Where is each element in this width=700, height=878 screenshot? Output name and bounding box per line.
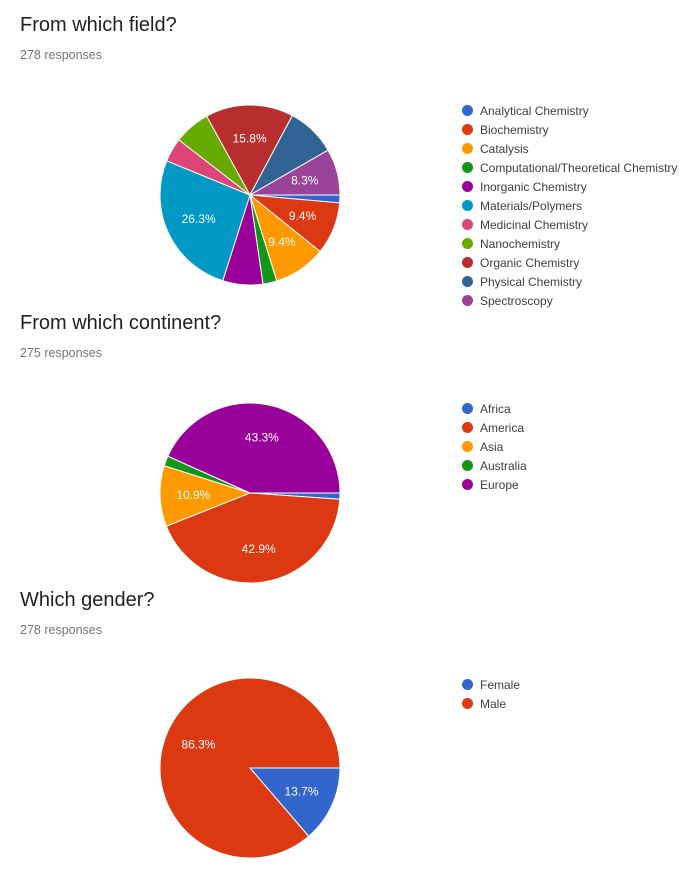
legend-label: Materials/Polymers <box>480 198 583 213</box>
slice-data-label: 10.9% <box>176 488 210 502</box>
slice-data-label: 26.3% <box>182 212 216 226</box>
pie-slice-spectroscopy <box>248 149 341 196</box>
slice-data-label: 9.4% <box>268 235 296 249</box>
legend-label: Analytical Chemistry <box>480 103 589 118</box>
legend-item-computational-theoretical-chemistry: Computational/Theoretical Chemistry <box>462 158 677 177</box>
legend-item-male: Male <box>462 694 520 713</box>
legend-swatch-icon <box>462 238 473 249</box>
chart-title: From which field? <box>20 14 177 36</box>
legend-item-america: America <box>462 418 527 437</box>
slice-data-label: 43.3% <box>245 431 279 445</box>
legend-label: Biochemistry <box>480 122 549 137</box>
pie-slice-female <box>248 767 341 837</box>
legend-swatch-icon <box>462 441 473 452</box>
slice-data-label: 9.4% <box>289 209 317 223</box>
legend-item-medicinal-chemistry: Medicinal Chemistry <box>462 215 677 234</box>
legend-swatch-icon <box>462 276 473 287</box>
legend-item-female: Female <box>462 675 520 694</box>
slice-data-label: 13.7% <box>285 785 319 799</box>
pie-slice-materials-polymers <box>159 160 251 282</box>
legend-item-inorganic-chemistry: Inorganic Chemistry <box>462 177 677 196</box>
pie-chart: 13.7% 86.3% <box>159 677 341 859</box>
legend-label: Africa <box>480 401 511 416</box>
legend: Analytical Chemistry Biochemistry Catalysi… <box>462 101 677 310</box>
legend-label: Female <box>480 677 521 692</box>
slice-data-label: 86.3% <box>181 737 215 751</box>
legend-swatch-icon <box>462 698 473 709</box>
legend-label: Male <box>480 696 507 711</box>
legend-swatch-icon <box>462 219 473 230</box>
chart-title: Which gender? <box>20 589 155 611</box>
pie-slice-organic-chemistry <box>205 104 294 197</box>
chart-title: From which continent? <box>20 312 222 334</box>
legend-label: Europe <box>480 477 519 492</box>
legend-label: Medicinal Chemistry <box>480 217 589 232</box>
legend-item-catalysis: Catalysis <box>462 139 677 158</box>
legend-item-nanochemistry: Nanochemistry <box>462 234 677 253</box>
legend-item-biochemistry: Biochemistry <box>462 120 677 139</box>
legend-item-africa: Africa <box>462 399 527 418</box>
legend-swatch-icon <box>462 181 473 192</box>
legend-label: Inorganic Chemistry <box>480 179 587 194</box>
legend-label: Nanochemistry <box>480 236 561 251</box>
slice-data-label: 42.9% <box>242 542 276 556</box>
legend-label: Australia <box>480 458 527 473</box>
legend-item-europe: Europe <box>462 475 527 494</box>
legend-swatch-icon <box>462 162 473 173</box>
pie-chart: 9.4% 9.4% 26.3% 15.8% 8.3% <box>159 104 341 286</box>
legend: Africa America Asia Australia Europe <box>462 399 527 494</box>
legend-label: Organic Chemistry <box>480 255 580 270</box>
legend-swatch-icon <box>462 105 473 116</box>
legend-swatch-icon <box>462 422 473 433</box>
legend-swatch-icon <box>462 124 473 135</box>
legend-swatch-icon <box>462 479 473 490</box>
legend-swatch-icon <box>462 403 473 414</box>
legend-item-australia: Australia <box>462 456 527 475</box>
legend: Female Male <box>462 675 520 713</box>
legend-label: Computational/Theoretical Chemistry <box>480 160 678 175</box>
legend-label: Spectroscopy <box>480 293 553 308</box>
legend-swatch-icon <box>462 295 473 306</box>
chart-card-gender: Which gender? 278 responses 13.7% 86.3% F… <box>0 575 700 878</box>
legend-item-spectroscopy: Spectroscopy <box>462 291 677 310</box>
pie-slice-europe <box>167 402 341 494</box>
legend-swatch-icon <box>462 679 473 690</box>
legend-swatch-icon <box>462 257 473 268</box>
slice-data-label: 15.8% <box>233 131 267 145</box>
legend-item-analytical-chemistry: Analytical Chemistry <box>462 101 677 120</box>
pie-slice-male <box>159 677 341 859</box>
response-count: 278 responses <box>20 623 103 637</box>
response-count: 275 responses <box>20 346 103 360</box>
legend-item-asia: Asia <box>462 437 527 456</box>
chart-card-field: From which field? 278 responses 9.4% 9.4%… <box>0 0 700 308</box>
legend-swatch-icon <box>462 200 473 211</box>
legend-item-organic-chemistry: Organic Chemistry <box>462 253 677 272</box>
legend-label: America <box>480 420 525 435</box>
legend-item-materials-polymers: Materials/Polymers <box>462 196 677 215</box>
legend-label: Catalysis <box>480 141 529 156</box>
chart-card-continent: From which continent? 275 responses 42.9… <box>0 298 700 584</box>
legend-swatch-icon <box>462 143 473 154</box>
legend-label: Physical Chemistry <box>480 274 583 289</box>
response-count: 278 responses <box>20 48 103 62</box>
legend-swatch-icon <box>462 460 473 471</box>
slice-data-label: 8.3% <box>291 173 319 187</box>
pie-chart: 42.9% 10.9% 43.3% <box>159 402 341 584</box>
legend-item-physical-chemistry: Physical Chemistry <box>462 272 677 291</box>
pie-slice-america <box>165 492 341 584</box>
legend-label: Asia <box>480 439 504 454</box>
